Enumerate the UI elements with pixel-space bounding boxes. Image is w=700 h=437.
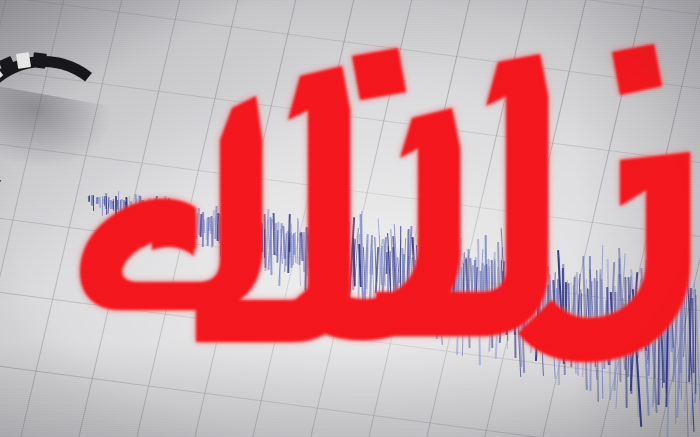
headline-glyph-part-0	[518, 152, 690, 363]
headline-glyph-part-6	[80, 96, 262, 310]
headline-glyph-part-1	[612, 44, 662, 95]
headline-glyph-part-3	[288, 108, 460, 341]
seismic-stroke	[263, 229, 265, 259]
headline-glyph-part-7	[152, 232, 194, 256]
headline-glyph-part-4	[352, 48, 406, 100]
headline-glyph-part-5	[196, 66, 350, 342]
headline-glyphs	[80, 44, 690, 363]
